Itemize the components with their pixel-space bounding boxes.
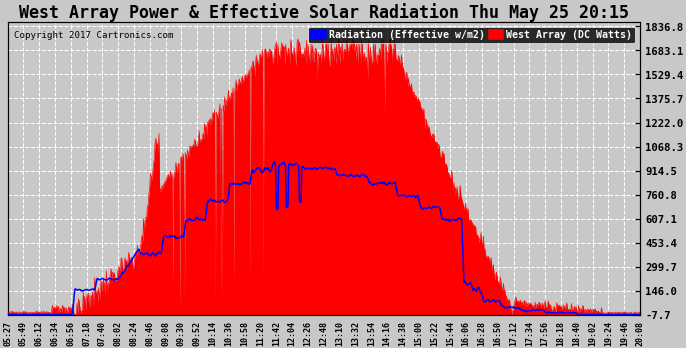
Title: West Array Power & Effective Solar Radiation Thu May 25 20:15: West Array Power & Effective Solar Radia…	[19, 3, 628, 22]
Text: Copyright 2017 Cartronics.com: Copyright 2017 Cartronics.com	[14, 31, 173, 40]
Legend: Radiation (Effective w/m2), West Array (DC Watts): Radiation (Effective w/m2), West Array (…	[307, 27, 635, 43]
